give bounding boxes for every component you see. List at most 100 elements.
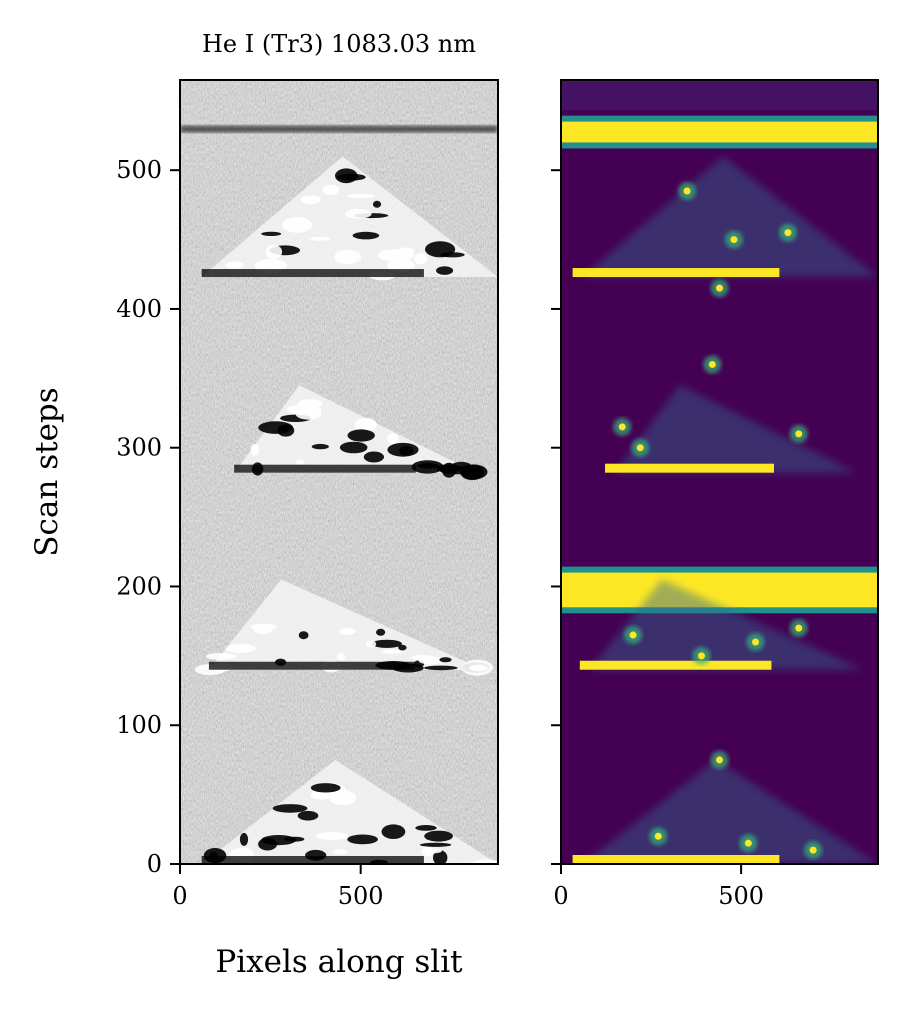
left-blob (310, 783, 341, 793)
left-blob (381, 649, 403, 654)
right-base-strip-4 (572, 855, 780, 864)
right-base-strip-1 (572, 268, 780, 278)
left-ytick-label: 300 (116, 434, 162, 462)
left-panel-image (180, 80, 498, 864)
left-blob (381, 824, 406, 839)
right-bright-spot (654, 832, 662, 840)
left-blob (336, 653, 346, 661)
right-bright-band-1 (561, 121, 878, 143)
left-blob (335, 168, 358, 184)
left-blob (226, 644, 256, 653)
left-base-strip (234, 464, 416, 473)
left-blob (282, 216, 313, 233)
left-base-strip (208, 661, 415, 670)
right-bright-spot (795, 430, 803, 438)
left-ytick-label: 0 (147, 850, 162, 878)
left-blob (415, 825, 437, 831)
right-bright-spot (708, 360, 716, 368)
left-blob (225, 261, 244, 269)
left-blob (372, 200, 382, 208)
left-base-strip (201, 856, 424, 864)
left-ytick-label: 400 (116, 295, 162, 323)
left-blob (347, 834, 378, 845)
right-bright-spot (752, 638, 760, 646)
left-blob (376, 628, 386, 636)
left-blob (469, 664, 488, 672)
left-blob (398, 644, 407, 651)
left-blob (398, 247, 414, 256)
y-axis-label: Scan steps (29, 387, 65, 556)
right-base-strip-2 (605, 463, 774, 473)
left-dark-band (180, 125, 498, 133)
right-bright-spot (795, 624, 803, 632)
right-axes-frame (560, 79, 879, 865)
left-blob (239, 832, 249, 846)
left-ytick-label: 200 (116, 572, 162, 600)
right-bright-spot (697, 652, 705, 660)
right-base-strip-3 (579, 660, 772, 670)
left-blob (363, 451, 384, 463)
left-blob (441, 462, 457, 478)
right-bright-spot (618, 423, 626, 431)
left-blob (261, 231, 282, 236)
left-structure-3 (208, 579, 484, 670)
left-blob (387, 442, 419, 457)
left-blob (411, 460, 444, 474)
right-bright-spot (784, 229, 792, 237)
left-blob (371, 639, 402, 648)
left-blob (414, 253, 428, 265)
left-blob (347, 429, 375, 442)
left-ytick-label: 100 (116, 711, 162, 739)
right-bright-band-2 (561, 572, 878, 608)
left-blob (366, 640, 377, 648)
right-structure-1 (582, 156, 878, 278)
left-blob (310, 236, 331, 241)
right-xtick-label: 0 (553, 882, 568, 910)
left-ytick-label: 500 (116, 156, 162, 184)
right-panel-image (561, 80, 878, 864)
right-top-band (561, 80, 878, 110)
left-blob (439, 657, 452, 663)
left-blob (250, 444, 260, 456)
left-blob (322, 184, 340, 196)
right-bright-spot (716, 756, 723, 764)
left-blob (311, 443, 329, 450)
right-xtick-label: 500 (718, 882, 764, 910)
left-blob (272, 804, 308, 813)
left-blob (315, 832, 349, 840)
left-blob (424, 830, 453, 842)
right-bright-spot (629, 631, 637, 639)
left-blob (298, 631, 309, 640)
left-blob (286, 404, 322, 415)
left-blob (295, 459, 305, 465)
left-blob (433, 850, 448, 864)
left-blob (332, 849, 349, 855)
right-structure-2 (615, 385, 857, 473)
left-blob (460, 464, 488, 480)
x-axis-label: Pixels along slit (215, 944, 463, 980)
left-blob (418, 656, 444, 665)
left-blob (344, 208, 372, 219)
left-blob (387, 258, 415, 273)
left-xtick-label: 0 (172, 882, 187, 910)
left-blob (250, 623, 277, 631)
right-bright-spot (636, 444, 644, 452)
left-blob (329, 790, 357, 806)
left-blob (436, 266, 454, 275)
left-blob (352, 231, 380, 240)
left-blob (419, 842, 452, 847)
left-blob (339, 441, 368, 454)
right-bright-spot (809, 846, 817, 854)
left-blob (347, 193, 376, 198)
chart-title: He I (Tr3) 1083.03 nm (202, 30, 476, 58)
left-blob (205, 653, 237, 660)
right-bright-spot (716, 284, 723, 292)
left-xtick-label: 500 (338, 882, 384, 910)
left-blob (387, 433, 399, 445)
left-blob (334, 249, 362, 265)
left-blob (297, 810, 319, 821)
left-blob (425, 241, 456, 258)
left-blob (422, 845, 433, 857)
left-blob (300, 195, 321, 205)
